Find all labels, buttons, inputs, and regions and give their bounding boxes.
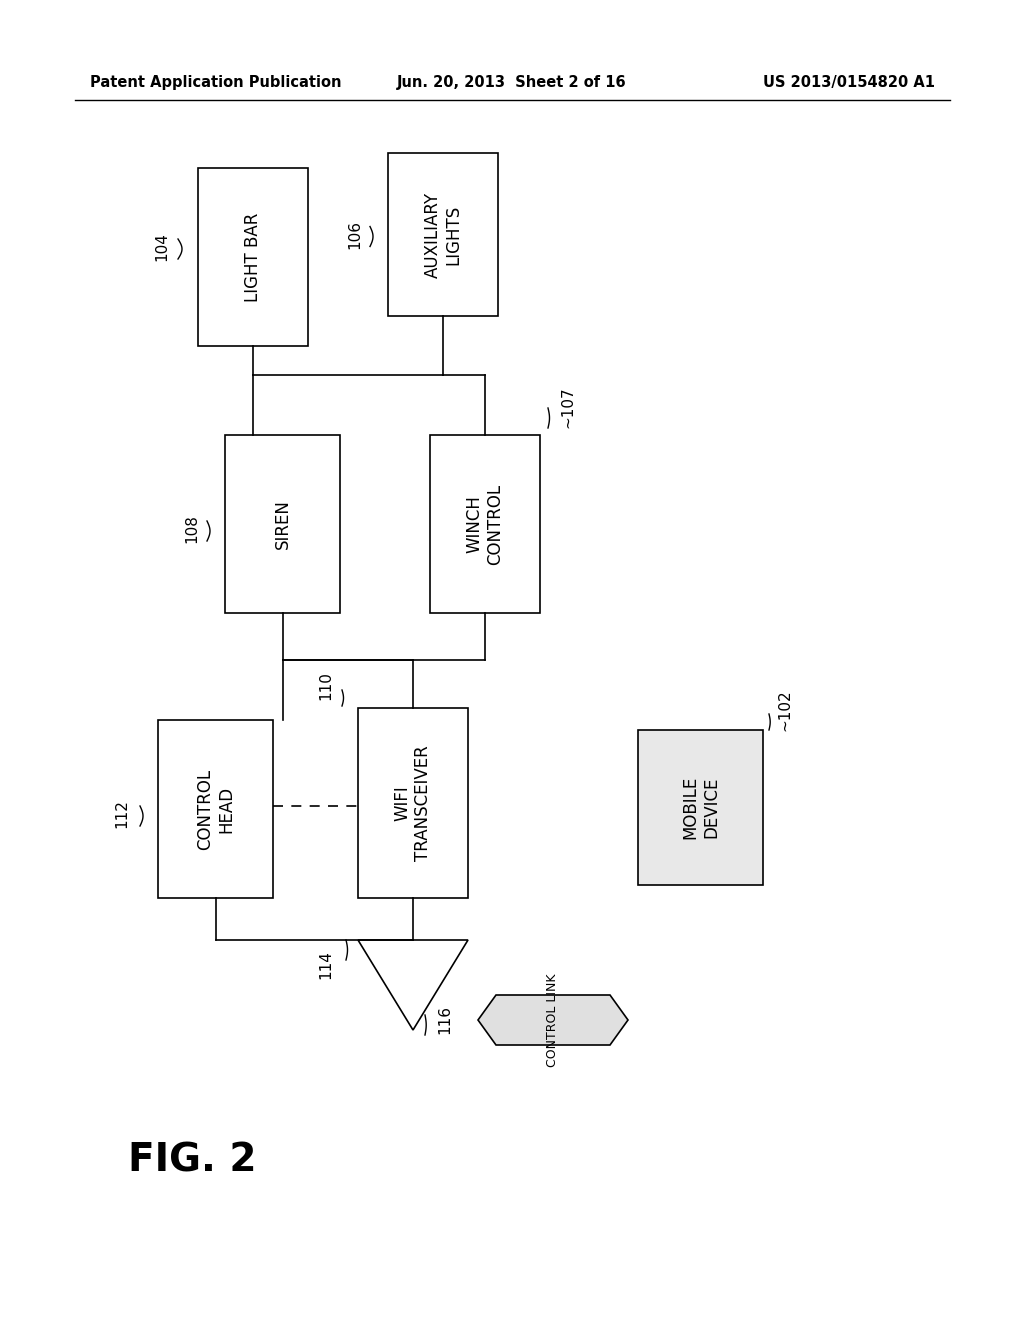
Text: LIGHT BAR: LIGHT BAR [244, 213, 262, 302]
Text: 108: 108 [184, 515, 200, 544]
Text: Patent Application Publication: Patent Application Publication [90, 74, 341, 90]
Text: WIFI
TRANSCEIVER: WIFI TRANSCEIVER [393, 744, 432, 861]
Bar [198, 168, 308, 346]
Text: 106: 106 [347, 220, 362, 249]
Text: US 2013/0154820 A1: US 2013/0154820 A1 [763, 74, 935, 90]
Text: CONTROL LINK: CONTROL LINK [547, 973, 559, 1067]
Bar [158, 719, 273, 898]
Bar [430, 436, 540, 612]
Text: Jun. 20, 2013  Sheet 2 of 16: Jun. 20, 2013 Sheet 2 of 16 [397, 74, 627, 90]
Text: CONTROL
HEAD: CONTROL HEAD [197, 768, 234, 850]
Text: 110: 110 [318, 672, 334, 701]
Text: MOBILE
DEVICE: MOBILE DEVICE [681, 776, 720, 840]
Polygon shape [358, 940, 468, 1030]
Text: ~107: ~107 [560, 387, 575, 428]
Text: ~102: ~102 [777, 689, 793, 731]
Text: 114: 114 [318, 950, 334, 979]
Text: 104: 104 [155, 232, 170, 261]
Bar [638, 730, 763, 884]
Bar [388, 153, 498, 315]
Bar [225, 436, 340, 612]
Polygon shape [478, 995, 628, 1045]
Text: FIG. 2: FIG. 2 [128, 1140, 256, 1179]
Text: WINCH
CONTROL: WINCH CONTROL [466, 483, 505, 565]
Text: 116: 116 [437, 1006, 453, 1035]
Text: SIREN: SIREN [273, 499, 292, 549]
Text: AUXILIARY
LIGHTS: AUXILIARY LIGHTS [424, 191, 463, 277]
Text: 112: 112 [115, 800, 129, 829]
Bar [358, 708, 468, 898]
